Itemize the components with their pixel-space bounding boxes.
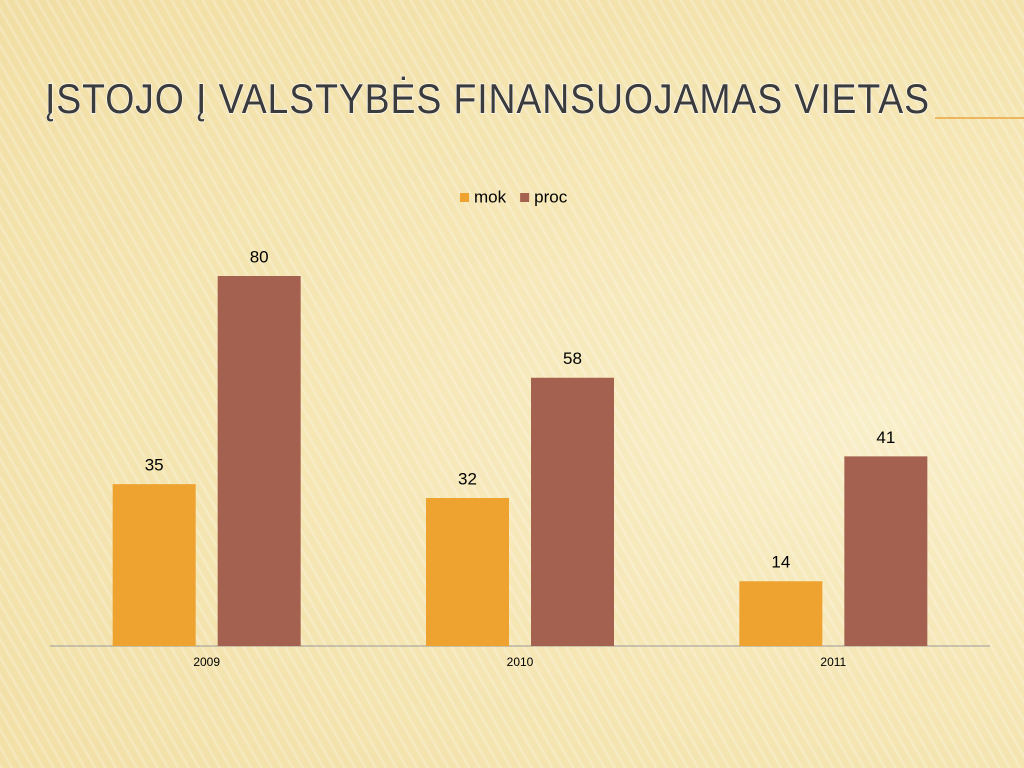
data-label: 41 [876, 428, 895, 447]
legend-label: mok [474, 187, 507, 206]
legend-swatch [460, 193, 469, 202]
data-label: 32 [458, 469, 477, 488]
bar [739, 581, 823, 646]
bar [531, 377, 614, 646]
bar [217, 276, 301, 646]
data-label: 35 [145, 456, 164, 475]
bar [112, 484, 196, 646]
data-label: 58 [563, 349, 582, 368]
x-tick-label: 2009 [193, 655, 220, 669]
legend-label: proc [534, 187, 568, 206]
slide-title: ĮSTOJO Į VALSTYBĖS FINANSUOJAMAS VIETAS [45, 75, 930, 122]
x-tick-label: 2010 [507, 655, 534, 669]
data-label: 14 [771, 553, 790, 572]
x-tick-label: 2011 [820, 655, 846, 669]
bar [426, 498, 509, 646]
legend-swatch [520, 193, 530, 202]
bar [844, 456, 928, 646]
data-label: 80 [250, 247, 269, 266]
